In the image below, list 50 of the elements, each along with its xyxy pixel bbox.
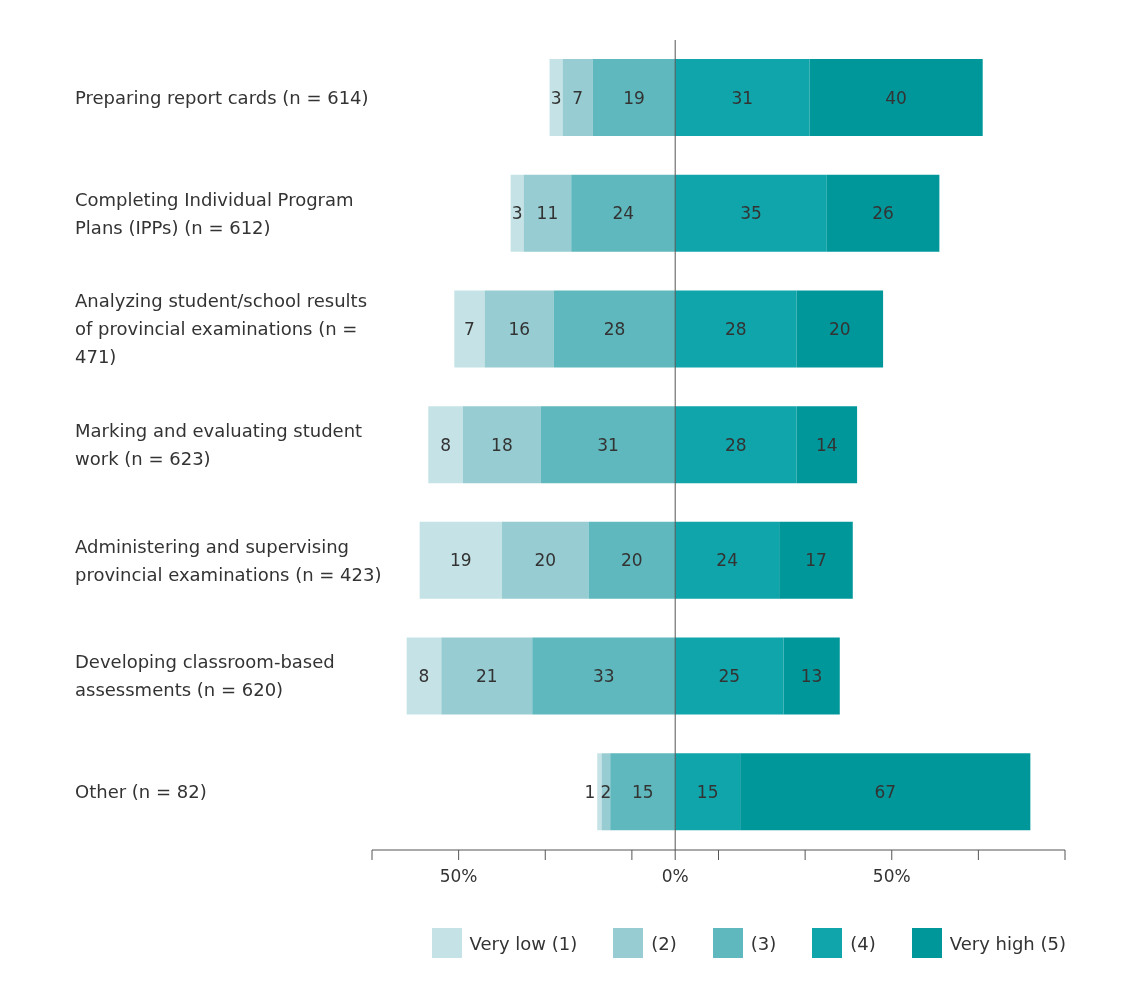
y-tick-label: Preparing report cards (n = 614): [75, 86, 369, 108]
data-label: 3: [550, 87, 562, 108]
data-label: 28: [725, 318, 747, 339]
legend-label: Very low (1): [469, 932, 578, 954]
x-tick-label: 50%: [872, 866, 911, 886]
data-label: 14: [815, 434, 838, 455]
data-label: 67: [874, 781, 897, 802]
data-label: 40: [885, 87, 907, 108]
data-label: 21: [475, 666, 498, 687]
data-label: 3: [511, 203, 523, 224]
legend-label: (2): [651, 932, 677, 954]
data-label: 28: [725, 434, 747, 455]
data-label: 16: [508, 318, 531, 339]
data-label: 20: [534, 550, 557, 571]
y-tick-label: Marking and evaluating student work (n = 623): [75, 420, 363, 469]
legend-label: Very high (5): [949, 932, 1066, 954]
data-label: 7: [572, 87, 584, 108]
data-label: 13: [800, 666, 823, 687]
data-label: 8: [418, 666, 430, 687]
y-tick-label: Developing classroom-based assessments (n = 620): [75, 651, 335, 701]
data-label: 1: [584, 781, 596, 802]
data-label: 20: [828, 318, 851, 339]
data-label: 19: [623, 87, 645, 108]
y-tick-label: Administering and supervising provincial examinations (n = 423): [75, 535, 382, 585]
data-label: 24: [716, 550, 738, 571]
data-label: 26: [872, 203, 894, 224]
data-label: 33: [592, 666, 615, 687]
data-label: 8: [440, 434, 452, 455]
data-label: 31: [731, 87, 754, 108]
data-label: 11: [536, 203, 559, 224]
data-label: 31: [597, 434, 619, 455]
data-label: 19: [449, 550, 472, 571]
data-label: 7: [464, 318, 475, 339]
y-tick-label: Other (n = 82): [75, 781, 207, 803]
x-tick-label: 50%: [439, 866, 478, 886]
data-label: 15: [631, 781, 654, 802]
data-label: 18: [491, 434, 513, 455]
legend-label: (3): [750, 932, 777, 954]
data-label: 24: [612, 203, 635, 224]
data-label: 20: [621, 550, 643, 571]
x-tick-label: 0%: [661, 866, 689, 886]
data-label: 25: [718, 666, 741, 687]
data-label: 17: [805, 550, 827, 571]
y-tick-label: Analyzing student/school results of provincial examinations (n = 471): [75, 290, 368, 368]
data-label: 2: [600, 781, 612, 802]
data-label: 28: [603, 318, 626, 339]
data-label: 35: [740, 203, 762, 224]
legend-label: (4): [850, 932, 876, 954]
y-tick-label: Completing Individual Program Plans (IPPs) (n = 612): [75, 188, 354, 238]
data-label: 15: [696, 781, 719, 802]
